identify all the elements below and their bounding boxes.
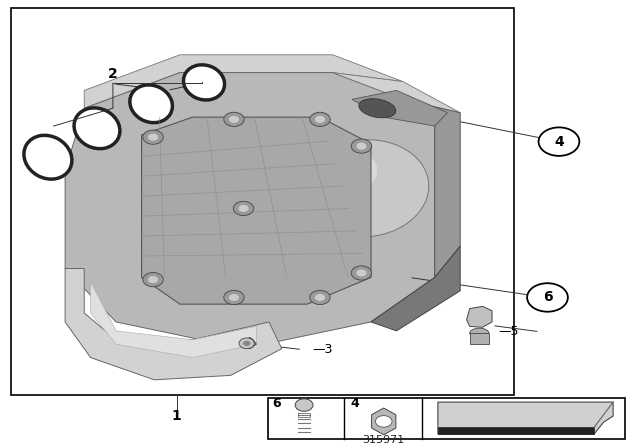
Circle shape (315, 116, 325, 123)
Circle shape (539, 127, 579, 156)
Polygon shape (403, 99, 460, 277)
Ellipse shape (26, 137, 70, 177)
Polygon shape (141, 117, 371, 304)
Circle shape (229, 294, 239, 301)
Polygon shape (84, 55, 403, 108)
Polygon shape (438, 427, 594, 434)
Circle shape (295, 399, 313, 411)
Polygon shape (467, 306, 492, 327)
Circle shape (224, 112, 244, 126)
Circle shape (351, 139, 372, 153)
Text: 2: 2 (108, 67, 118, 82)
Text: 4: 4 (554, 135, 564, 149)
Circle shape (527, 283, 568, 312)
Polygon shape (352, 90, 447, 126)
Circle shape (148, 276, 158, 283)
Circle shape (315, 294, 325, 301)
Ellipse shape (359, 99, 396, 118)
Circle shape (356, 142, 367, 150)
Text: 4: 4 (350, 396, 358, 409)
FancyBboxPatch shape (11, 8, 515, 396)
Ellipse shape (185, 67, 223, 98)
Circle shape (143, 130, 163, 144)
Text: 6: 6 (272, 396, 281, 409)
Ellipse shape (193, 73, 216, 92)
Ellipse shape (300, 140, 429, 237)
Ellipse shape (132, 86, 171, 121)
Circle shape (351, 266, 372, 280)
Polygon shape (333, 73, 460, 126)
Polygon shape (244, 337, 256, 349)
Polygon shape (438, 402, 613, 434)
Text: 1: 1 (172, 409, 182, 423)
Circle shape (239, 205, 248, 212)
Polygon shape (65, 268, 282, 380)
Circle shape (243, 340, 250, 346)
Polygon shape (91, 282, 256, 358)
FancyBboxPatch shape (268, 398, 625, 439)
Polygon shape (372, 408, 396, 435)
Circle shape (310, 290, 330, 305)
Text: —3: —3 (312, 343, 333, 356)
Text: 6: 6 (543, 290, 552, 305)
Circle shape (234, 201, 253, 215)
Circle shape (356, 269, 367, 276)
Circle shape (239, 338, 254, 349)
Circle shape (224, 290, 244, 305)
Circle shape (229, 116, 239, 123)
Polygon shape (65, 73, 435, 349)
Polygon shape (470, 333, 489, 344)
Ellipse shape (139, 93, 163, 114)
Ellipse shape (76, 110, 118, 147)
Circle shape (376, 416, 392, 427)
Ellipse shape (34, 145, 61, 170)
Polygon shape (371, 246, 460, 331)
Text: 315971: 315971 (363, 435, 405, 445)
Ellipse shape (84, 117, 110, 140)
Circle shape (148, 134, 158, 141)
Ellipse shape (314, 148, 378, 193)
Text: —5: —5 (499, 325, 519, 338)
Circle shape (310, 112, 330, 126)
Ellipse shape (470, 328, 489, 338)
Circle shape (143, 272, 163, 287)
